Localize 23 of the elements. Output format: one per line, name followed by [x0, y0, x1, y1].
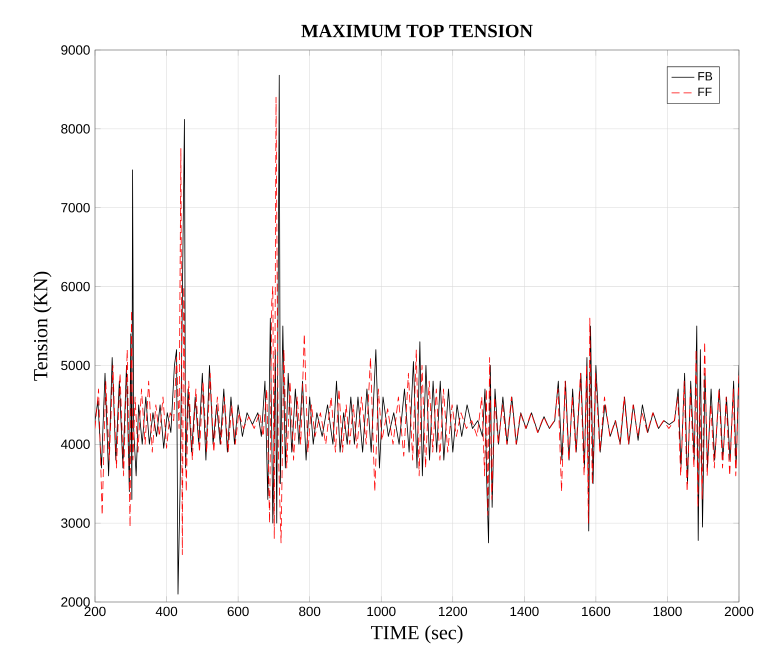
x-tick-label: 1600: [582, 606, 610, 616]
legend-label: FB: [698, 72, 712, 80]
x-tick-label: 1800: [654, 606, 682, 616]
x-tick-label: 1000: [367, 606, 396, 616]
legend-label: FF: [698, 88, 712, 96]
x-tick-label: 800: [299, 606, 320, 616]
y-tick-label: 2000: [61, 597, 90, 607]
y-tick-label: 9000: [61, 45, 90, 55]
y-tick-label: 6000: [61, 282, 90, 292]
x-tick-label: 400: [156, 606, 178, 616]
y-axis-title: Tension (KN): [33, 272, 52, 381]
y-tick-label: 8000: [61, 124, 90, 134]
y-tick-label: 4000: [60, 440, 90, 449]
y-tick-label: 7000: [61, 202, 90, 212]
x-tick-label: 1200: [438, 606, 468, 616]
y-tick-label: 5000: [61, 360, 90, 370]
chart-title: MAXIMUM TOP TENSION: [301, 24, 533, 38]
x-tick-label: 1400: [510, 606, 539, 616]
x-tick-label: 600: [228, 606, 249, 616]
y-tick-label: 3000: [61, 518, 90, 528]
x-tick-label: 2000: [724, 606, 754, 616]
x-tick-label: 200: [84, 606, 106, 616]
x-axis-title: TIME (sec): [370, 625, 462, 644]
